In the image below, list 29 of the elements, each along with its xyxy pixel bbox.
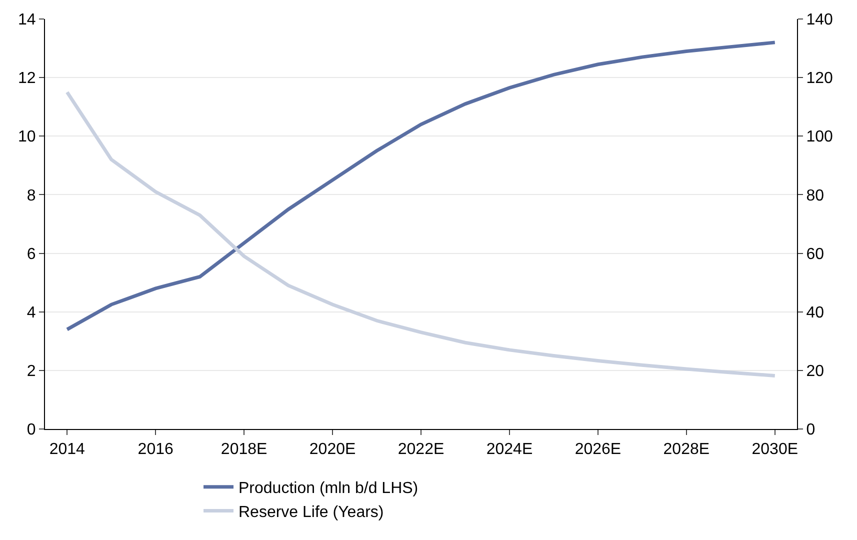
legend-label: Reserve Life (Years)	[238, 504, 384, 521]
y2-tick-label: 80	[806, 187, 824, 204]
y2-tick-label: 140	[806, 12, 833, 29]
y-tick-label: 10	[18, 128, 36, 146]
x-tick-label: 2014	[49, 441, 86, 458]
y2-tick-label: 0	[806, 422, 816, 439]
y-tick-label: 2	[26, 363, 36, 380]
y2-tick-label: 120	[806, 70, 833, 88]
y-tick-label: 8	[26, 187, 36, 204]
x-tick-label: 2028E	[663, 441, 710, 458]
x-tick-label: 2018E	[220, 441, 268, 458]
x-tick-label: 2022E	[398, 441, 444, 458]
line-series	[65, 90, 777, 378]
x-tick-label: 2016	[138, 441, 174, 458]
y-tick-label: 12	[18, 70, 36, 88]
y2-tick-label: 40	[806, 304, 824, 322]
x-tick-label: 2026E	[574, 441, 622, 458]
y-tick-label: 6	[26, 246, 36, 263]
y-tick-label: 0	[26, 422, 36, 439]
y-tick-label: 4	[26, 304, 36, 322]
line-series	[65, 40, 777, 332]
y2-tick-label: 20	[806, 363, 824, 380]
y2-tick-label: 60	[806, 246, 824, 263]
y-tick-label: 14	[18, 12, 36, 29]
x-tick-label: 2020E	[309, 441, 356, 458]
legend-label: Production (mln b/d LHS)	[238, 480, 418, 498]
x-tick-label: 2030E	[752, 441, 798, 458]
y2-tick-label: 100	[806, 128, 833, 146]
x-tick-label: 2024E	[486, 441, 533, 458]
